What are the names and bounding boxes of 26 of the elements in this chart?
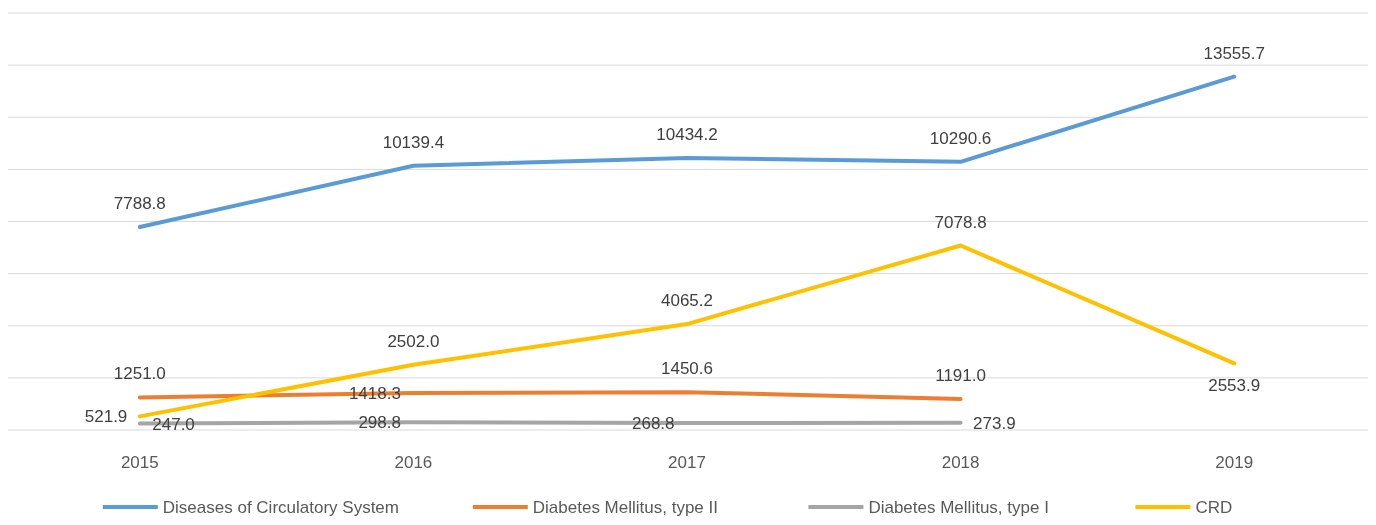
legend-label: Diabetes Mellitus, type I	[868, 498, 1049, 517]
x-tick-label: 2016	[394, 453, 433, 472]
data-label: 4065.2	[661, 291, 713, 311]
data-label: 10139.4	[382, 132, 445, 152]
x-tick-label: 2015	[120, 453, 159, 472]
data-label: 10434.2	[656, 125, 718, 145]
data-label: 521.9	[84, 407, 128, 427]
data-label: 2502.0	[387, 331, 440, 351]
x-tick-label: 2019	[1215, 453, 1254, 472]
data-label: 247.0	[152, 414, 195, 434]
data-label: 7788.8	[113, 194, 166, 213]
data-label: 7078.8	[934, 212, 987, 232]
data-label: 10290.6	[929, 128, 992, 148]
legend-label: Diseases of Circulatory System	[162, 498, 399, 517]
data-label: 268.8	[631, 413, 675, 433]
data-label: 273.9	[973, 413, 1016, 433]
x-tick-label: 2017	[668, 453, 706, 472]
data-label: 13555.7	[1203, 43, 1265, 63]
legend-label: Diabetes Mellitus, type II	[532, 498, 718, 517]
legend-label: CRD	[1195, 498, 1233, 517]
data-label: 2553.9	[1208, 376, 1261, 396]
data-label: 1251.0	[113, 364, 166, 384]
data-label: 1191.0	[935, 365, 986, 385]
data-label: 1450.6	[661, 359, 713, 379]
x-tick-label: 2018	[941, 453, 980, 472]
data-label: 298.8	[358, 413, 401, 433]
